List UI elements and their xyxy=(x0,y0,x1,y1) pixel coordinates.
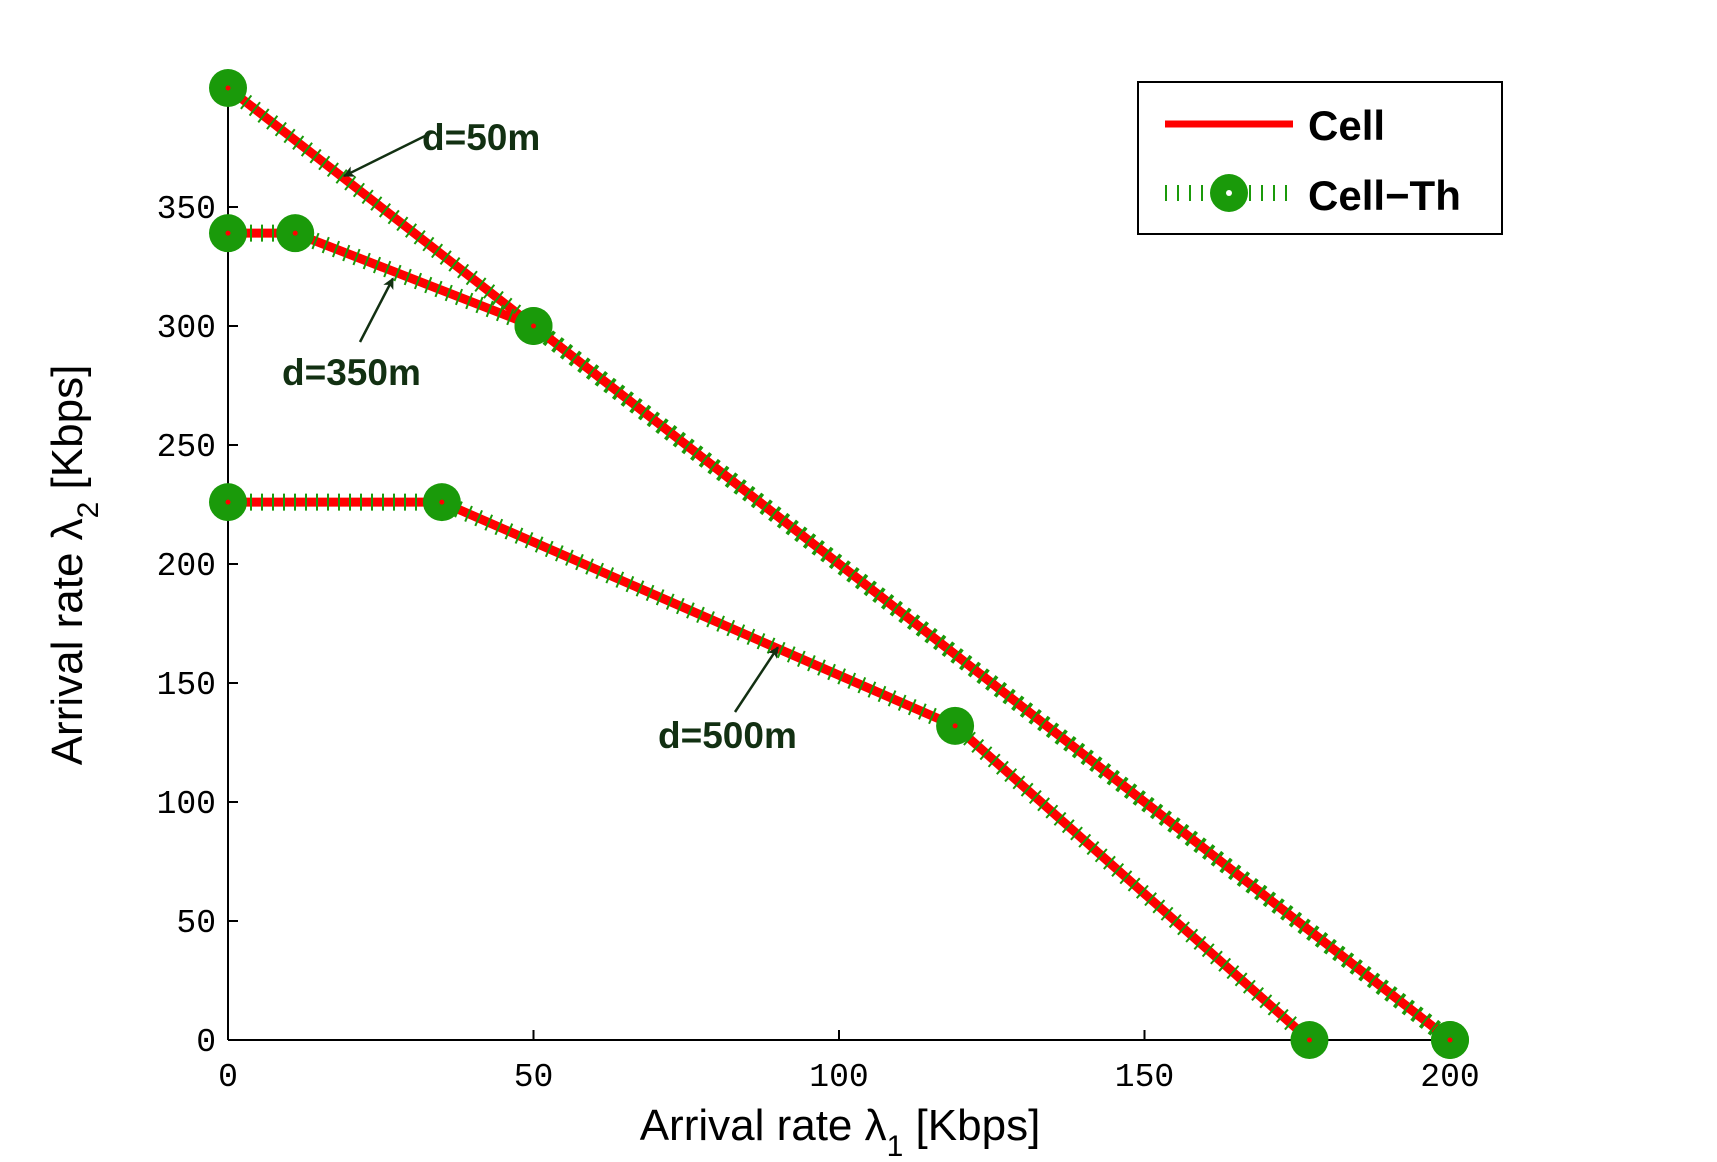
y-tick-label: 300 xyxy=(157,310,216,347)
y-tick-label: 50 xyxy=(176,905,216,942)
x-axis-title: Arrival rate λ1 [Kbps] xyxy=(640,1101,1041,1162)
y-axis-title: Arrival rate λ2 [Kbps] xyxy=(43,365,105,766)
x-tick-label: 150 xyxy=(1115,1059,1174,1096)
data-point-center-d-350m xyxy=(531,323,536,329)
data-point-center-d-500m xyxy=(225,499,231,505)
series-line-cell-d-500m xyxy=(228,497,1313,1044)
annotation-arrow-d-350m xyxy=(358,277,395,343)
y-tick-label: 100 xyxy=(157,786,216,823)
x-tick-label: 100 xyxy=(809,1059,868,1096)
data-point-center-d-500m xyxy=(439,499,445,505)
x-axis-ticks: 0 50 100 150 200 xyxy=(218,1030,1480,1096)
series-layer xyxy=(209,69,1469,1059)
series-line-cell-th-d-350m xyxy=(228,224,1456,1047)
data-point-center-d-350m xyxy=(1447,1037,1453,1043)
legend-swatch-cell-th-dot xyxy=(1226,190,1232,196)
data-point-center-d-500m xyxy=(1306,1037,1312,1043)
y-tick-label: 150 xyxy=(157,667,216,704)
legend-label-cell-th: Cell−Th xyxy=(1308,172,1461,219)
x-tick-label: 50 xyxy=(514,1059,554,1096)
data-point-center-d-50m xyxy=(225,85,231,91)
y-axis-ticks: 0 50 100 150 200 250 300 350 xyxy=(157,191,238,1061)
legend: Cell Cell−Th xyxy=(1137,81,1503,235)
annotation-arrow-d-50m xyxy=(343,134,426,178)
data-point-center-d-500m xyxy=(952,723,958,729)
series-line-cell-th-d-500m xyxy=(228,493,1316,1047)
annotation-arrow-d-500m xyxy=(733,646,779,713)
annotation-layer: d=50m d=350m d=500m xyxy=(282,117,797,756)
y-tick-label: 350 xyxy=(157,191,216,228)
annotation-label-d-50m: d=50m xyxy=(422,117,540,158)
annotation-label-d-500m: d=500m xyxy=(658,715,797,756)
y-tick-label: 250 xyxy=(157,429,216,466)
data-point-center-d-350m xyxy=(292,230,298,236)
y-tick-label: 0 xyxy=(196,1024,216,1061)
y-tick-label: 200 xyxy=(157,548,216,585)
data-point-center-d-350m xyxy=(225,230,231,236)
x-tick-label: 0 xyxy=(218,1059,238,1096)
legend-box xyxy=(1137,81,1503,235)
x-tick-label: 200 xyxy=(1420,1059,1479,1096)
annotation-label-d-350m: d=350m xyxy=(282,352,421,393)
legend-label-cell: Cell xyxy=(1308,102,1385,149)
